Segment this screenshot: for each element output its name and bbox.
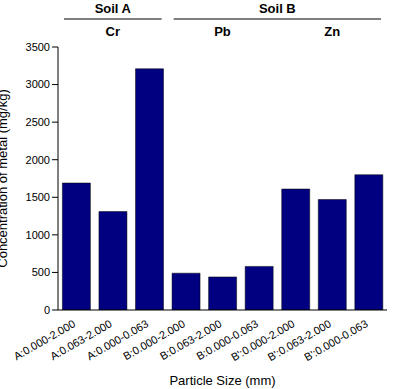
svg-text:B:0.000-0.063: B:0.000-0.063: [194, 317, 261, 363]
svg-text:B':0.000-2.000: B':0.000-2.000: [228, 317, 297, 364]
svg-text:Particle Size (mm): Particle Size (mm): [169, 373, 275, 388]
svg-text:A:0.000-2.000: A:0.000-2.000: [11, 317, 78, 363]
svg-text:500: 500: [32, 266, 50, 278]
svg-text:B':0.000-0.063: B':0.000-0.063: [302, 317, 370, 363]
svg-text:B:0.000-2.000: B:0.000-2.000: [121, 317, 187, 363]
svg-text:Soil B: Soil B: [259, 1, 296, 16]
svg-text:B:0.063-2.000: B:0.063-2.000: [157, 317, 224, 363]
svg-text:1500: 1500: [26, 191, 50, 203]
svg-text:3000: 3000: [26, 78, 50, 90]
svg-text:Concentration of metal (mg/kg): Concentration of metal (mg/kg): [8, 89, 10, 267]
svg-text:Cr: Cr: [106, 24, 120, 39]
svg-text:B':0.063-2.000: B':0.063-2.000: [265, 317, 334, 364]
svg-text:3500: 3500: [26, 41, 50, 53]
svg-text:Soil A: Soil A: [95, 1, 132, 16]
svg-text:2500: 2500: [26, 116, 50, 128]
svg-text:A:0.063-2.000: A:0.063-2.000: [48, 317, 114, 363]
svg-text:2000: 2000: [26, 154, 50, 166]
svg-text:Zn: Zn: [324, 24, 340, 39]
svg-text:1000: 1000: [26, 229, 50, 241]
svg-text:0: 0: [44, 304, 50, 316]
svg-text:A:0.000-0.063: A:0.000-0.063: [84, 317, 151, 363]
svg-text:Pb: Pb: [214, 24, 231, 39]
